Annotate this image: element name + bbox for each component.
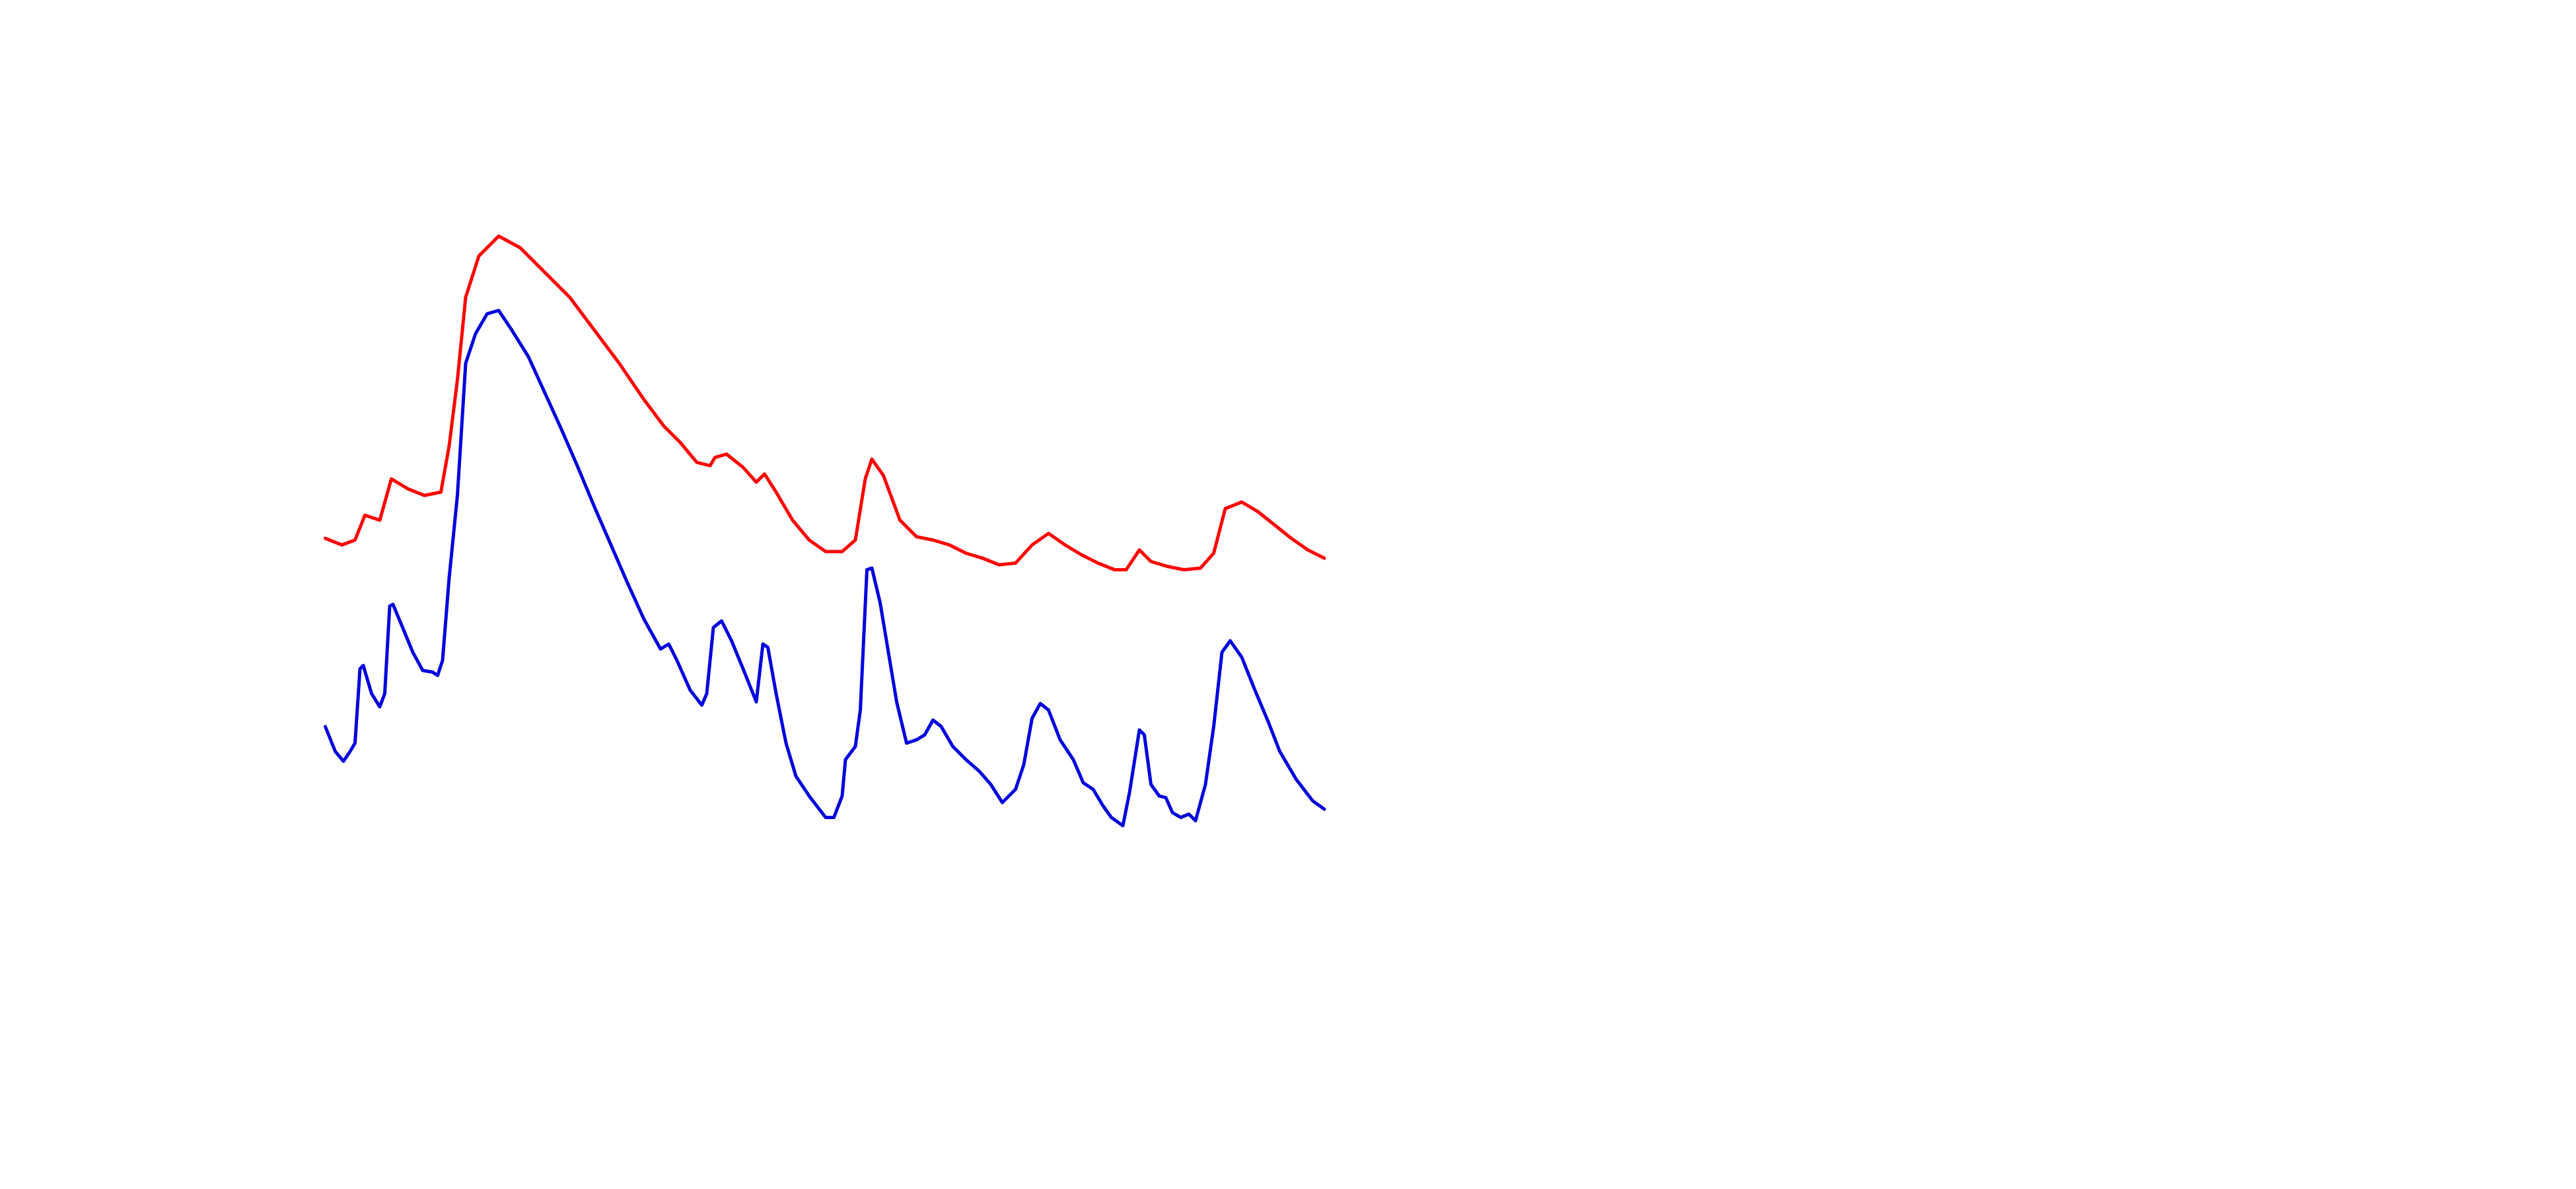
- data-line: [324, 308, 1326, 828]
- data-line: [324, 234, 1326, 571]
